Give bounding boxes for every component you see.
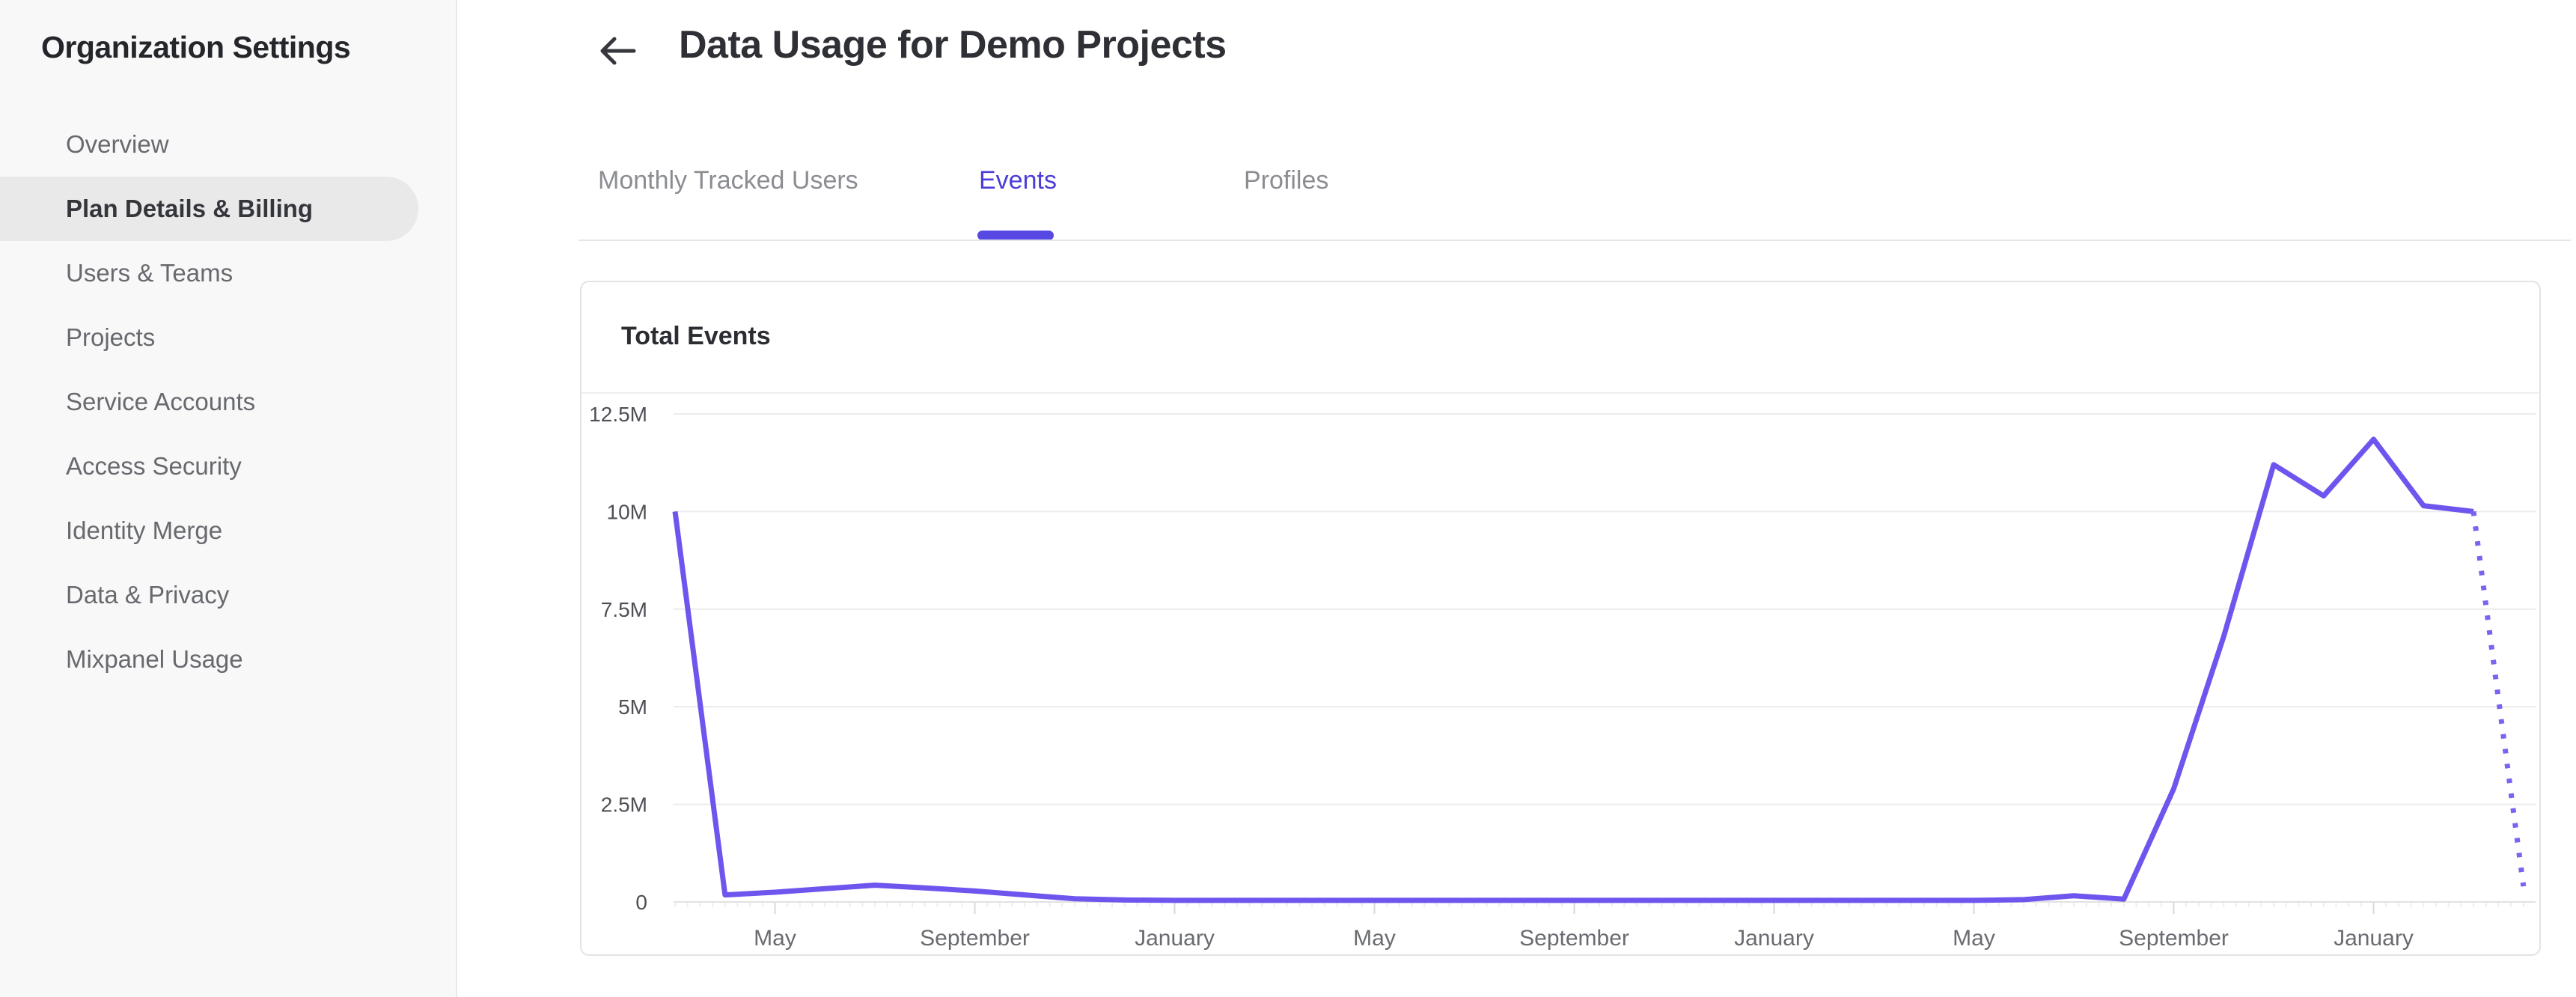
x-axis-label: January [1734, 926, 1814, 951]
y-axis-label: 5M [618, 695, 647, 719]
events-usage-chart[interactable]: 0 2.5M 5M 7.5M 10M 12.5M May September January Ma… [582, 282, 2539, 954]
x-axis-label: May [1953, 926, 1995, 951]
events-series-line[interactable] [672, 436, 2474, 903]
active-tab-underline [977, 231, 1054, 240]
y-axis-label: 12.5M [589, 403, 647, 426]
sidebar-nav: Overview Plan Details & Billing Users & … [0, 112, 456, 692]
sidebar-item-identity-merge[interactable]: Identity Merge [66, 516, 223, 544]
x-axis-label: January [1135, 926, 1215, 951]
total-events-card: Total Events 0 2.5M 5M 7.5M 10M 12.5M May Septe… [580, 281, 2541, 956]
tab-events[interactable]: Events [979, 166, 1057, 195]
sidebar-item-mixpanel-usage[interactable]: Mixpanel Usage [66, 645, 243, 673]
events-projection-dotted-line [2470, 510, 2527, 887]
page-title: Data Usage for Demo Projects [679, 23, 1227, 67]
tab-bar-divider [579, 240, 2571, 241]
card-header-divider [582, 392, 2539, 394]
tab-monthly-tracked-users[interactable]: Monthly Tracked Users [598, 166, 858, 195]
y-axis-label: 10M [607, 500, 647, 523]
sidebar-item-users-teams[interactable]: Users & Teams [66, 259, 234, 287]
x-axis-label: September [920, 926, 1030, 951]
y-axis-label: 2.5M [601, 793, 647, 817]
x-axis-label: September [2119, 926, 2229, 951]
sidebar-item-plan-details-billing[interactable]: Plan Details & Billing [0, 177, 418, 241]
x-axis-label: January [2334, 926, 2414, 951]
x-axis-label: May [754, 926, 796, 951]
card-title: Total Events [621, 322, 771, 350]
organization-settings-sidebar: Organization Settings Overview Plan Deta… [0, 0, 457, 997]
back-button[interactable] [596, 31, 638, 70]
arrow-left-icon [600, 37, 636, 65]
y-axis-label: 0 [635, 891, 647, 914]
sidebar-item-access-security[interactable]: Access Security [66, 452, 242, 480]
sidebar-item-service-accounts[interactable]: Service Accounts [66, 388, 256, 415]
sidebar-title: Organization Settings [41, 30, 351, 64]
sidebar-item-overview[interactable]: Overview [66, 130, 169, 158]
sidebar-item-projects[interactable]: Projects [66, 323, 156, 351]
y-axis-label: 7.5M [601, 598, 647, 621]
x-axis-label: May [1353, 926, 1396, 951]
sidebar-item-data-privacy[interactable]: Data & Privacy [66, 581, 230, 609]
x-axis-label: September [1519, 926, 1629, 951]
tab-profiles[interactable]: Profiles [1244, 166, 1329, 195]
